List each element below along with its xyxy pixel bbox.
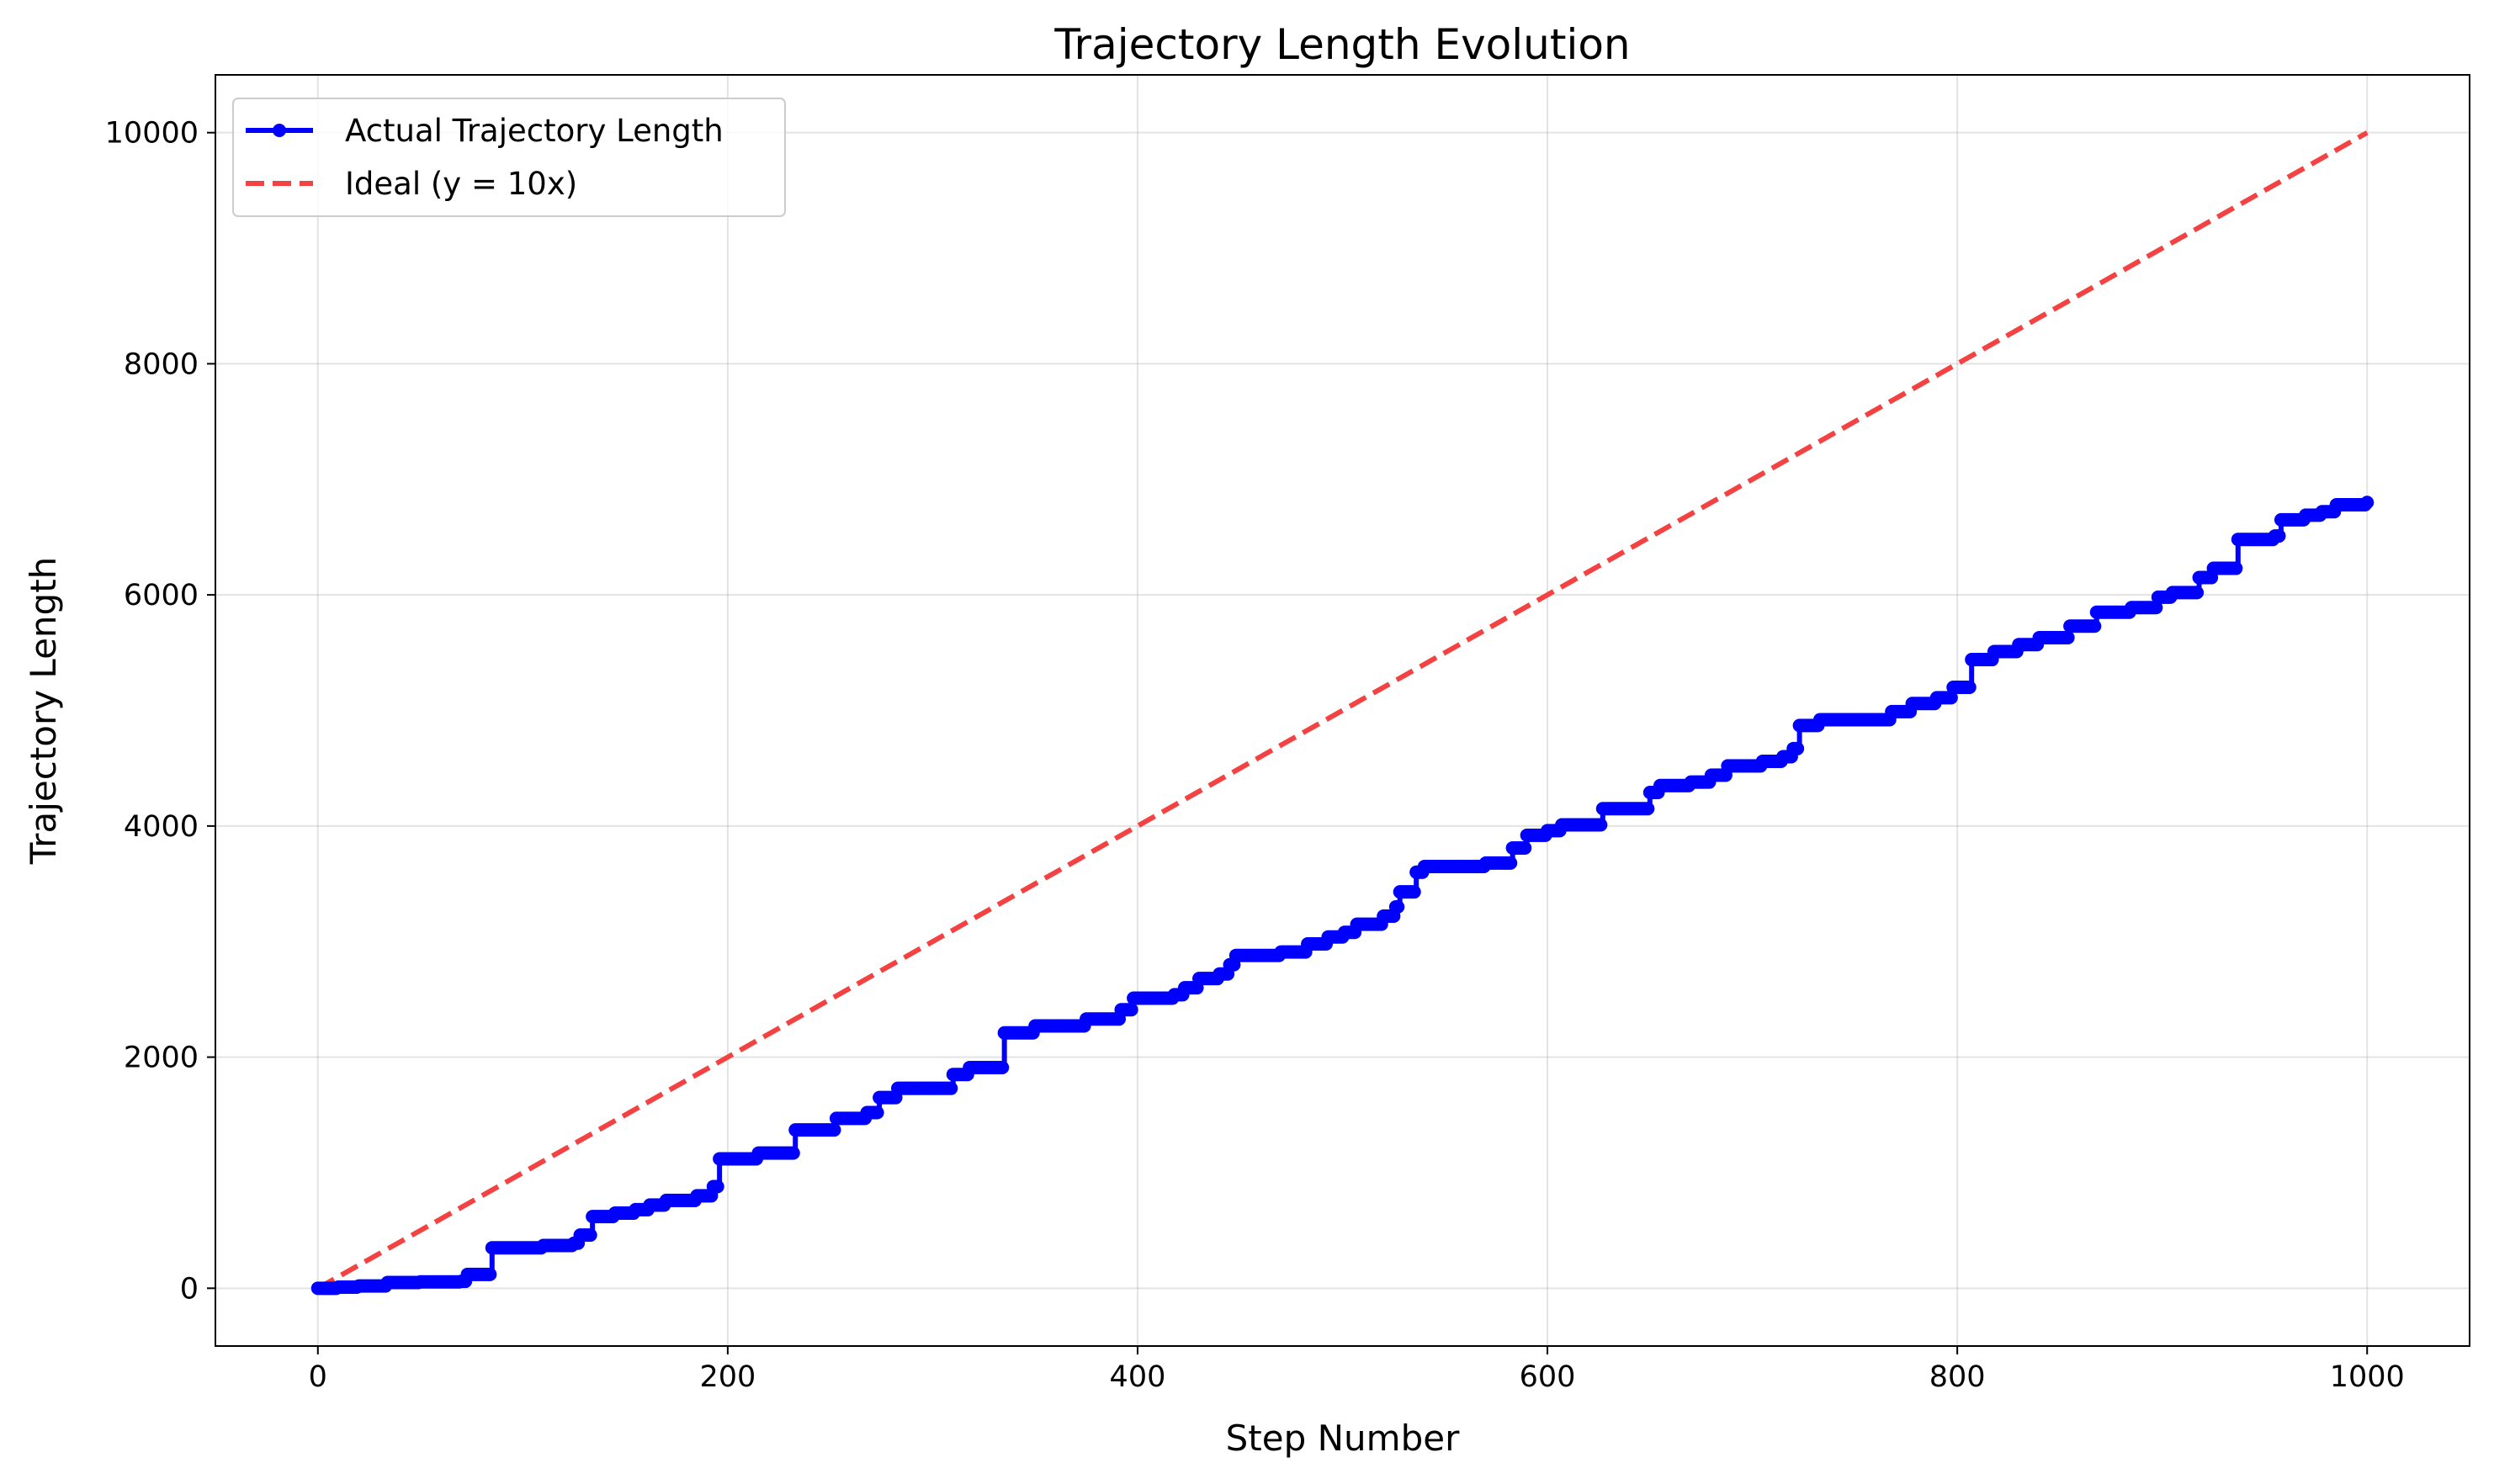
actual-point — [2190, 586, 2205, 600]
actual-point — [1391, 900, 1405, 914]
legend-marker-actual — [273, 124, 286, 137]
x-tick-label: 0 — [309, 1360, 327, 1394]
plot-frame — [215, 74, 2470, 1347]
y-tick-label: 8000 — [124, 347, 199, 381]
actual-point — [1124, 1003, 1138, 1017]
actual-point — [1407, 885, 1421, 899]
actual-point — [2272, 529, 2286, 543]
actual-point — [870, 1105, 884, 1120]
y-tick-label: 4000 — [124, 810, 199, 844]
actual-line — [317, 501, 2370, 1291]
actual-point — [710, 1179, 724, 1194]
actual-point — [2061, 630, 2075, 644]
actual-series — [310, 496, 2375, 1296]
ideal-line — [316, 130, 2369, 1291]
chart-title: Trajectory Length Evolution — [1053, 20, 1630, 69]
actual-point — [1594, 818, 1608, 832]
x-tick-label: 200 — [699, 1360, 756, 1394]
x-axis-label: Step Number — [1226, 1418, 1460, 1459]
y-tick-label: 6000 — [124, 579, 199, 612]
actual-point — [2360, 496, 2375, 510]
x-tick-label: 1000 — [2330, 1360, 2405, 1394]
actual-point — [1791, 741, 1805, 755]
y-tick-label: 0 — [180, 1272, 199, 1306]
actual-point — [1504, 856, 1518, 870]
y-tick-label: 2000 — [124, 1041, 199, 1075]
x-tick-label: 800 — [1929, 1360, 1986, 1394]
actual-point — [583, 1228, 597, 1243]
y-tick-label: 10000 — [105, 117, 199, 151]
actual-point — [1518, 840, 1532, 855]
actual-point — [1962, 681, 1977, 695]
x-tick-label: 400 — [1110, 1360, 1166, 1394]
actual-point — [786, 1146, 800, 1160]
actual-point — [995, 1060, 1010, 1074]
actual-point — [1641, 802, 1655, 816]
actual-point — [827, 1123, 841, 1137]
y-axis-label: Trajectory Length — [23, 557, 64, 866]
x-tick-label: 600 — [1520, 1360, 1576, 1394]
legend-entry-actual: Actual Trajectory Length — [345, 113, 724, 149]
legend-entry-ideal: Ideal (y = 10x) — [345, 166, 577, 202]
legend: Actual Trajectory Length Ideal (y = 10x) — [232, 98, 786, 217]
actual-point — [1944, 691, 1958, 705]
legend-box — [232, 98, 786, 217]
actual-point — [2229, 561, 2243, 575]
actual-point — [2149, 601, 2163, 615]
ideal-series — [316, 130, 2369, 1291]
actual-point — [944, 1081, 958, 1095]
actual-point — [483, 1267, 497, 1281]
actual-point — [2088, 619, 2102, 633]
